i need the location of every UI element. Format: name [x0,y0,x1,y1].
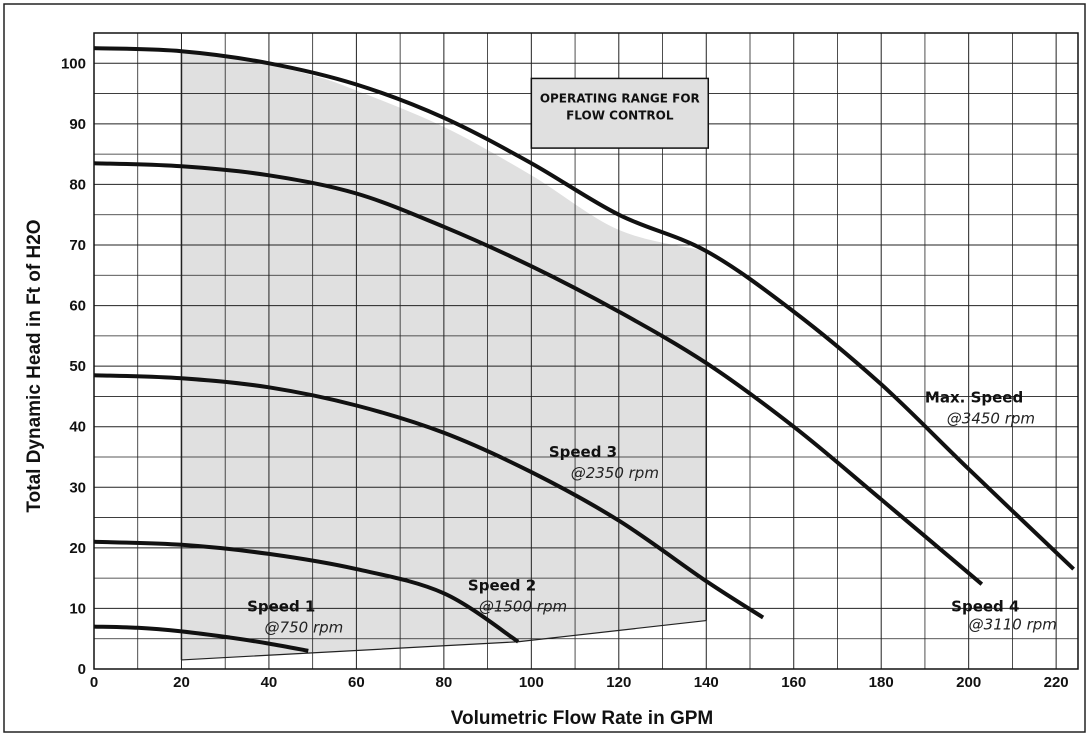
y-tick-label: 10 [69,600,86,617]
x-tick-label: 220 [1044,674,1069,691]
x-tick-label: 20 [173,674,190,691]
y-tick-label: 90 [69,116,86,133]
x-tick-label: 0 [90,674,98,691]
y-tick-label: 40 [69,419,86,436]
y-tick-label: 50 [69,358,86,375]
x-tick-label: 200 [956,674,981,691]
curve-rpm-label-speed-1: @750 rpm [265,619,344,637]
y-tick-label: 60 [69,298,86,315]
x-tick-label: 140 [694,674,719,691]
y-axis-title: Total Dynamic Head in Ft of H2O [24,219,45,512]
curve-labels: Max. Speed @3450 rpm Speed 4@3110 rpm Speed… [247,388,1057,636]
curve-label-speed-3: Speed 3 [549,443,617,461]
x-tick-label: 120 [606,674,631,691]
curve-rpm-label-max-speed: @3450 rpm [947,410,1035,428]
curve-rpm-label-speed-3: @2350 rpm [571,464,659,482]
curve-rpm-label-speed-4: @3110 rpm [969,616,1057,634]
x-tick-label: 100 [519,674,544,691]
curve-label-max-speed: Max. Speed [925,388,1023,406]
pump-curves [93,46,1075,653]
y-tick-label: 70 [69,237,86,254]
plot-frame [93,32,1079,670]
y-tick-label: 30 [69,479,86,496]
curve-speed-1 [93,624,309,653]
curve-rpm-label-speed-2: @1500 rpm [479,597,567,615]
curve-max-speed [93,46,1075,571]
curve-speed-2 [93,539,520,644]
curve-speed-4 [93,161,984,586]
operating-range-label-box: OPERATING RANGE FOR FLOW CONTROL [530,77,710,149]
annotation-box-line: OPERATING RANGE FOR [540,91,700,105]
curve-speed-3 [93,373,765,620]
axis-tick-labels: 0 20 40 60 80 100 120 140 160 180 200 220 0 10 20 30 40 5… [61,55,1069,691]
x-tick-label: 160 [781,674,806,691]
y-tick-label: 20 [69,540,86,557]
annotation-box-frame [530,77,710,149]
y-tick-label: 100 [61,55,86,72]
curve-label-speed-2: Speed 2 [468,576,536,594]
curve-label-speed-4: Speed 4 [951,597,1019,615]
x-axis-title: Volumetric Flow Rate in GPM [451,708,714,729]
y-tick-label: 0 [78,661,86,678]
operating-range-bottom-edge [181,619,707,661]
x-tick-label: 60 [348,674,365,691]
annotation-box-line: FLOW CONTROL [566,108,674,122]
x-tick-label: 180 [869,674,894,691]
x-tick-label: 40 [261,674,278,691]
y-tick-label: 80 [69,176,86,193]
x-tick-label: 80 [436,674,453,691]
curve-label-speed-1: Speed 1 [247,597,315,615]
